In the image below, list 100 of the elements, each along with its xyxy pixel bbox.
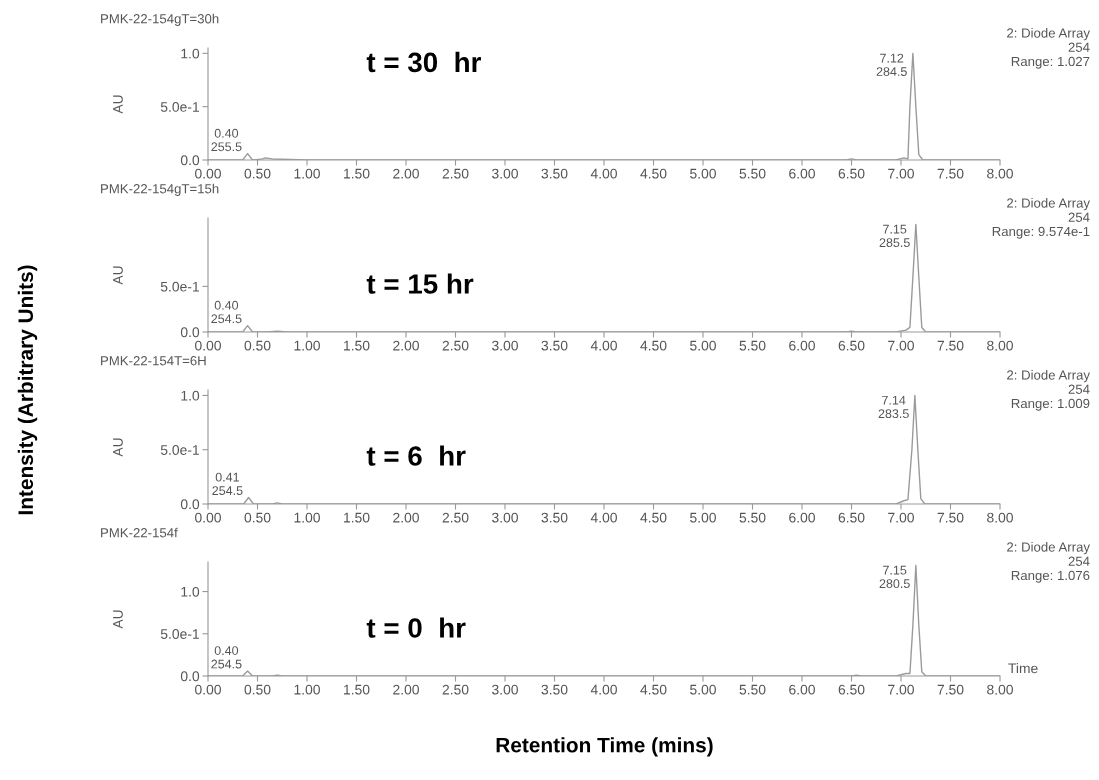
y-axis-title: AU [113, 610, 123, 629]
chart-title: PMK-22-154f [101, 527, 178, 538]
annotation: 0.40 254.5 [211, 300, 242, 324]
x-tick-label: 2.00 [393, 684, 419, 695]
x-tick-label: 5.00 [690, 340, 716, 351]
x-tick-label: 1.50 [344, 512, 370, 523]
x-tick-label: 6.00 [789, 684, 815, 695]
x-tick-label: 4.00 [590, 512, 617, 523]
y-tick-label: 1.0 [181, 390, 200, 401]
x-tick-label: 3.50 [541, 684, 568, 695]
x-tick-label: 1.00 [294, 168, 320, 179]
x-tick-label: 6.50 [838, 512, 865, 523]
x-tick-label: 3.50 [541, 168, 568, 179]
x-tick-label: 4.50 [640, 684, 667, 695]
y-tick-label: 5.0e-1 [160, 102, 199, 112]
annotation: t = 30 hr [366, 51, 481, 73]
annotation: 7.12 284.5 [876, 53, 907, 76]
x-tick-label: 2.50 [442, 340, 469, 351]
y-tick-label: 0.0 [180, 155, 200, 166]
chart-title: PMK-22-154gT=15h [101, 183, 219, 196]
x-tick-label: 3.00 [492, 168, 518, 179]
x-tick-label: 0.50 [244, 512, 271, 523]
x-tick-label: 7.00 [888, 168, 914, 179]
y-tick-label: 0.0 [180, 671, 200, 682]
x-tick-label: 8.00 [987, 512, 1013, 523]
y-tick-label: 0.0 [180, 499, 200, 510]
x-tick-label: 3.00 [492, 512, 518, 523]
x-tick-label: 3.50 [541, 512, 568, 523]
x-tick-label: 0.00 [195, 512, 221, 523]
x-tick-label: 7.50 [937, 340, 964, 351]
x-tick-label: 1.50 [344, 684, 370, 695]
x-tick-label: 0.50 [244, 340, 271, 351]
x-tick-label: 5.50 [739, 340, 766, 351]
x-tick-label: 0.50 [244, 168, 271, 179]
x-tick-label: 6.00 [789, 340, 815, 351]
x-tick-label: 7.00 [888, 684, 914, 695]
x-tick-label: 5.50 [739, 168, 766, 179]
text: 2: Diode Array 254 Range: 1.009 [1007, 370, 1090, 411]
text: Intensity (Arbitrary Units) [17, 265, 38, 515]
x-tick-label: 2.50 [442, 168, 469, 179]
annotation: 0.40 255.5 [211, 128, 242, 152]
x-tick-label: 8.00 [987, 684, 1013, 695]
x-tick-label: 1.50 [344, 168, 370, 179]
x-tick-label: 6.50 [838, 684, 865, 695]
annotation: 2: Diode Array 254 Range: 9.574e-1 [992, 198, 1090, 239]
x-tick-label: 3.00 [492, 684, 518, 695]
annotation: 0.40 254.5 [211, 646, 242, 669]
x-tick-label: 7.50 [937, 168, 964, 179]
annotation: t = 6 hr [366, 445, 466, 466]
x-tick-label: 7.50 [937, 684, 964, 695]
x-tick-label: 6.50 [838, 168, 865, 179]
y-axis-title: AU [113, 438, 123, 457]
x-tick-label: 2.00 [393, 340, 419, 351]
text: 2: Diode Array 254 Range: 1.076 [1007, 542, 1090, 583]
chart-title: PMK-22-154T=6H [101, 356, 206, 366]
x-tick-label: 1.00 [294, 340, 320, 351]
annotation: 7.15 285.5 [879, 224, 910, 248]
y-tick-label: 5.0e-1 [160, 281, 199, 292]
x-tick-label: 4.00 [590, 684, 617, 695]
x-tick-label: 6.00 [789, 168, 815, 179]
x-tick-label: 8.00 [987, 340, 1013, 351]
x-tick-label: 4.50 [640, 168, 667, 179]
x-tick-label: 5.00 [690, 168, 716, 179]
x-tick-label: 2.50 [442, 684, 469, 695]
y-axis-title: AU [113, 95, 123, 114]
y-tick-label: 5.0e-1 [160, 445, 199, 455]
annotation: 7.15 280.5 [879, 565, 910, 589]
text: Retention Time (mins) [496, 737, 713, 757]
x-tick-label: 5.00 [690, 512, 716, 523]
x-tick-label: 1.00 [294, 512, 320, 523]
x-axis-title: Time [1008, 663, 1038, 674]
x-tick-label: 5.00 [690, 684, 716, 695]
x-tick-label: 0.00 [195, 168, 221, 179]
x-tick-label: 6.50 [838, 340, 865, 351]
x-tick-label: 0.00 [195, 684, 221, 695]
annotation: 0.41 254.5 [212, 472, 243, 496]
x-tick-label: 2.00 [393, 512, 419, 523]
x-tick-label: 3.00 [492, 340, 518, 351]
annotation: t = 15 hr [366, 273, 474, 294]
x-tick-label: 8.00 [987, 168, 1013, 179]
y-tick-label: 1.0 [181, 586, 200, 597]
y-tick-label: 5.0e-1 [160, 629, 199, 639]
x-tick-label: 0.50 [244, 684, 271, 695]
x-tick-label: 1.00 [294, 684, 320, 695]
x-tick-label: 4.50 [640, 340, 667, 351]
x-tick-label: 5.50 [739, 512, 766, 523]
x-tick-label: 7.50 [937, 512, 964, 523]
x-tick-label: 7.00 [888, 512, 914, 523]
x-tick-label: 4.50 [640, 512, 667, 523]
x-tick-label: 0.00 [195, 340, 221, 351]
x-tick-label: 3.50 [541, 340, 568, 351]
x-tick-label: 6.00 [789, 512, 815, 523]
x-tick-label: 4.00 [590, 340, 617, 351]
x-tick-label: 2.00 [393, 168, 419, 179]
annotation: t = 0 hr [366, 617, 466, 638]
x-tick-label: 5.50 [739, 684, 766, 695]
y-tick-label: 1.0 [181, 48, 200, 59]
y-tick-label: 0.0 [180, 327, 200, 338]
x-tick-label: 1.50 [344, 340, 370, 351]
x-tick-label: 7.00 [888, 340, 914, 351]
